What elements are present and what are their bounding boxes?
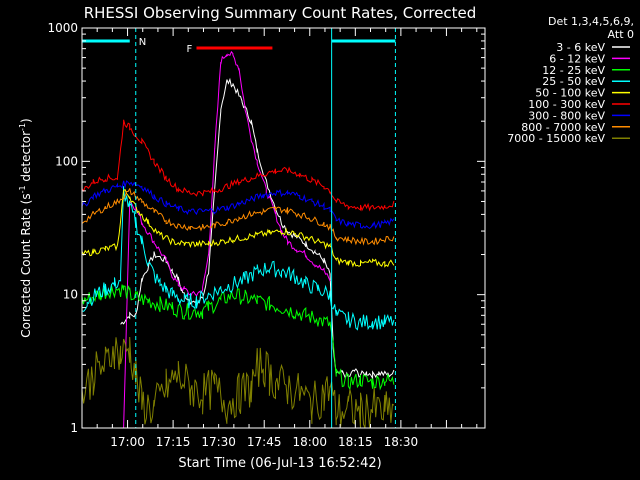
series-line [123, 50, 331, 428]
y-axis: 1 10 100 1000 [47, 21, 485, 435]
x-tick-label: 17:00 [110, 435, 145, 449]
x-axis-label: Start Time (06-Jul-13 16:52:42) [178, 456, 381, 471]
annotation-layer: NF [82, 28, 396, 428]
legend-entry-label: 50 - 100 keV [535, 87, 605, 100]
legend-entry-label: 6 - 12 keV [549, 52, 605, 65]
series-line [81, 188, 395, 246]
series-layer [81, 50, 395, 429]
plot-frame [81, 27, 486, 429]
series-line [81, 188, 395, 268]
x-tick-label: 17:45 [247, 435, 282, 449]
chart-title: RHESSI Observing Summary Count Rates, Co… [84, 4, 477, 22]
y-axis-label: Corrected Count Rate (s-1 detector-1) [18, 118, 33, 337]
legend-entry-label: 12 - 25 keV [542, 64, 605, 77]
series-line [81, 186, 395, 331]
x-tick-label: 18:00 [292, 435, 327, 449]
legend-entry-label: 800 - 7000 keV [521, 121, 605, 134]
legend-entry-label: 25 - 50 keV [542, 75, 605, 88]
legend-header-detectors: Det 1,3,4,5,6,9, [548, 15, 634, 28]
x-axis: 17:00 17:15 17:30 17:45 18:00 18:15 18:30 [81, 28, 478, 449]
legend-entry-label: 100 - 300 keV [528, 98, 605, 111]
x-tick-label: 18:15 [338, 435, 373, 449]
flare-label: F [186, 44, 192, 55]
series-line [81, 119, 395, 212]
x-tick-label: 17:30 [201, 435, 236, 449]
legend-entry-label: 3 - 6 keV [556, 41, 605, 54]
x-tick-label: 17:15 [156, 435, 191, 449]
y-tick-label: 100 [55, 154, 78, 168]
night-label: N [139, 37, 146, 48]
x-tick-label: 18:30 [384, 435, 419, 449]
legend-header-attenuator: Att 0 [608, 28, 634, 41]
y-tick-label: 1000 [47, 21, 78, 35]
series-line [81, 180, 395, 230]
legend-entry-label: 7000 - 15000 keV [507, 132, 605, 145]
y-tick-label: 10 [63, 288, 78, 302]
legend-entry-label: 300 - 800 keV [528, 109, 605, 122]
series-line [81, 336, 395, 429]
series-line [81, 284, 395, 391]
y-tick-label: 1 [70, 421, 78, 435]
